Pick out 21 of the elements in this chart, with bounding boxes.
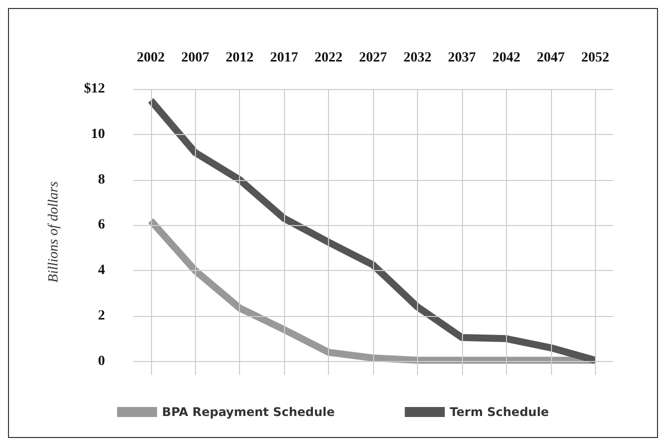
y-tick-label: 4 bbox=[98, 263, 105, 278]
x-tick-label: 2002 bbox=[136, 50, 165, 66]
legend-label: BPA Repayment Schedule bbox=[162, 405, 335, 419]
x-tick-label: 2022 bbox=[314, 50, 343, 66]
y-tick-label: 2 bbox=[98, 308, 105, 324]
y-tick-label: 6 bbox=[98, 218, 105, 233]
x-tick-label: 2032 bbox=[403, 50, 432, 66]
x-tick-label: 2012 bbox=[226, 50, 254, 66]
x-tick-label: 2017 bbox=[270, 50, 298, 66]
y-tick-label: $12 bbox=[84, 82, 105, 96]
y-tick-label: 10 bbox=[91, 126, 105, 142]
y-tick-label: 8 bbox=[98, 172, 105, 188]
y-axis-title: Billions of dollars bbox=[46, 180, 62, 283]
legend-label: Term Schedule bbox=[450, 405, 549, 419]
x-tick-label: 2027 bbox=[359, 50, 387, 66]
x-tick-label: 2037 bbox=[448, 50, 476, 66]
x-tick-label: 2007 bbox=[181, 50, 210, 66]
x-tick-label: 2052 bbox=[581, 50, 610, 66]
x-tick-label: 2047 bbox=[536, 50, 565, 66]
x-tick-label: 2042 bbox=[492, 50, 520, 66]
y-tick-label: 0 bbox=[98, 354, 105, 369]
